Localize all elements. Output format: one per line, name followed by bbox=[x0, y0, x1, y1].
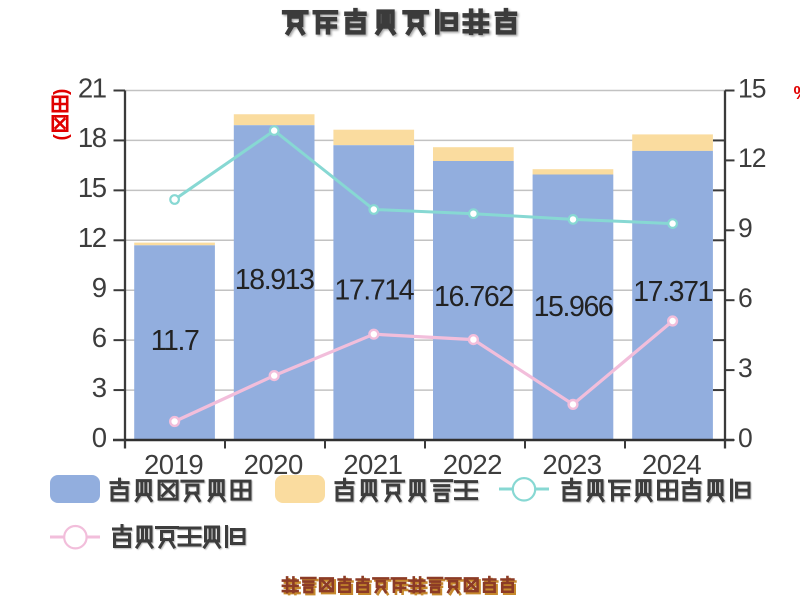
svg-text:2022: 2022 bbox=[443, 449, 502, 480]
svg-text:2021: 2021 bbox=[343, 449, 402, 480]
svg-text:15.966: 15.966 bbox=[534, 291, 613, 323]
svg-text:16.762: 16.762 bbox=[434, 281, 513, 313]
svg-text:9: 9 bbox=[92, 272, 106, 303]
svg-text:9: 9 bbox=[738, 213, 752, 243]
svg-text:6: 6 bbox=[738, 283, 752, 313]
svg-text:18.913: 18.913 bbox=[235, 264, 314, 296]
svg-text:11.7: 11.7 bbox=[151, 325, 199, 357]
svg-text:21: 21 bbox=[78, 72, 106, 103]
svg-text:17.714: 17.714 bbox=[334, 274, 414, 306]
svg-text:17.371: 17.371 bbox=[633, 276, 712, 308]
svg-text:0: 0 bbox=[92, 422, 107, 453]
svg-text:18: 18 bbox=[78, 122, 107, 153]
svg-text:6: 6 bbox=[92, 322, 107, 353]
svg-text:): ) bbox=[51, 89, 72, 95]
svg-text:0: 0 bbox=[738, 423, 752, 453]
svg-text:12: 12 bbox=[78, 222, 106, 253]
svg-text:3: 3 bbox=[92, 372, 107, 403]
svg-text:%(: %( bbox=[794, 83, 800, 103]
svg-text:3: 3 bbox=[738, 353, 752, 383]
svg-text:15: 15 bbox=[78, 172, 107, 203]
svg-text:(: ( bbox=[51, 134, 72, 141]
svg-text:15: 15 bbox=[738, 73, 766, 103]
svg-text:2024: 2024 bbox=[642, 449, 701, 480]
svg-text:2023: 2023 bbox=[542, 449, 601, 480]
svg-text:2020: 2020 bbox=[244, 449, 303, 480]
svg-text:2019: 2019 bbox=[144, 449, 203, 480]
svg-text:12: 12 bbox=[738, 143, 766, 173]
